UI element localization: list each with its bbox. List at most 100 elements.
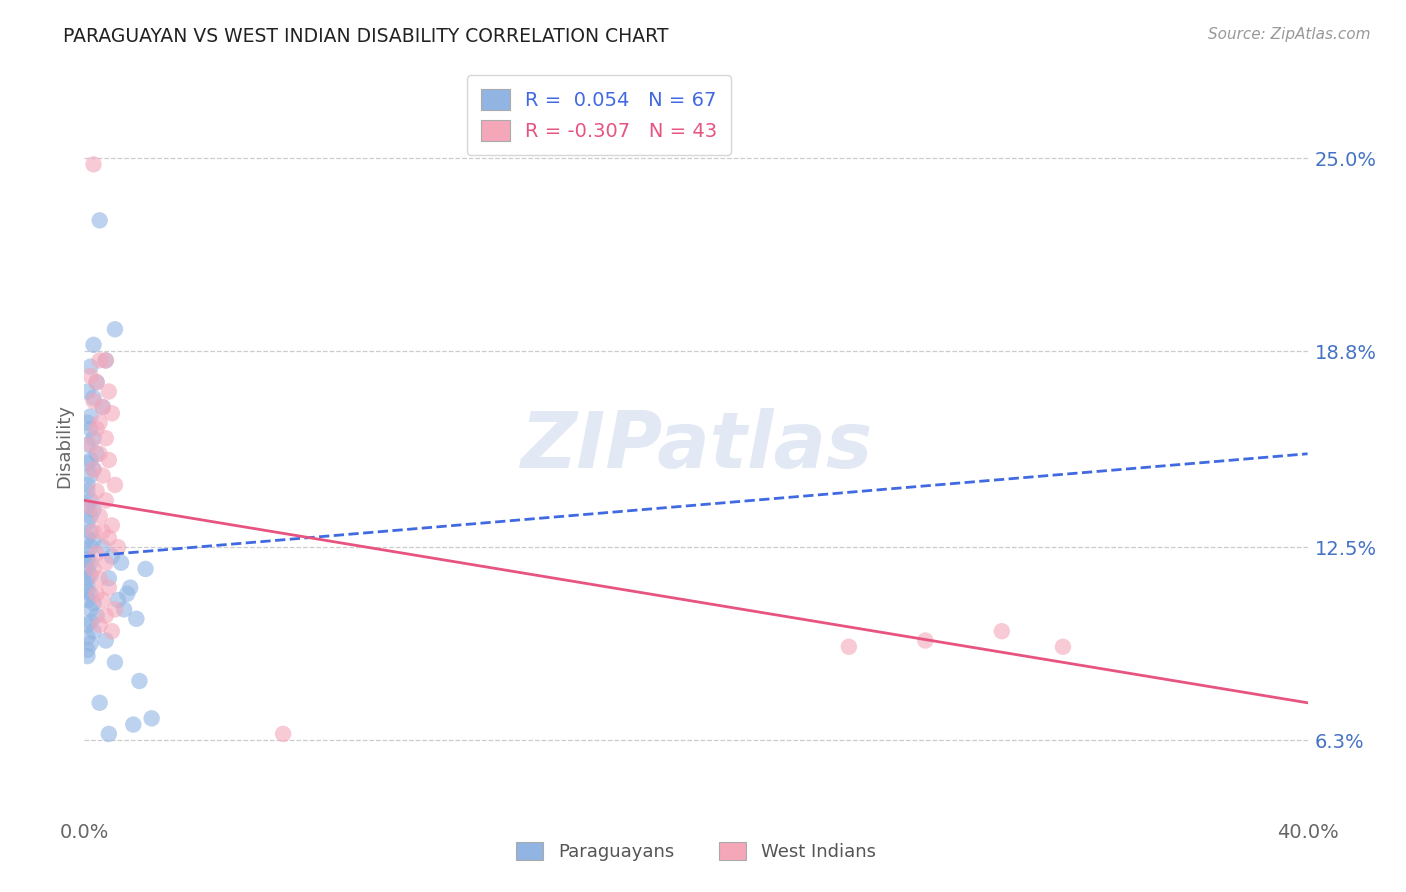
Point bbox=[83, 338, 105, 352]
Point bbox=[83, 462, 105, 476]
Point bbox=[83, 596, 105, 610]
Point bbox=[79, 540, 101, 554]
Point bbox=[104, 322, 127, 336]
Point bbox=[94, 608, 117, 623]
Point bbox=[86, 587, 108, 601]
Legend: Paraguayans, West Indians: Paraguayans, West Indians bbox=[509, 835, 883, 869]
Point bbox=[83, 431, 105, 445]
Point bbox=[76, 643, 98, 657]
Point bbox=[115, 587, 138, 601]
Point bbox=[79, 493, 101, 508]
Point bbox=[94, 353, 117, 368]
Point bbox=[89, 213, 111, 227]
Point bbox=[89, 509, 111, 524]
Text: ZIPatlas: ZIPatlas bbox=[520, 408, 872, 484]
Point bbox=[86, 375, 108, 389]
Point bbox=[89, 416, 111, 430]
Point bbox=[79, 359, 101, 374]
Point bbox=[76, 478, 98, 492]
Point bbox=[89, 571, 111, 585]
Point bbox=[101, 549, 124, 564]
Point bbox=[76, 531, 98, 545]
Point bbox=[94, 353, 117, 368]
Point bbox=[86, 546, 108, 560]
Point bbox=[76, 649, 98, 664]
Point bbox=[79, 615, 101, 629]
Point bbox=[104, 656, 127, 670]
Point bbox=[86, 447, 108, 461]
Point bbox=[86, 422, 108, 436]
Point bbox=[79, 409, 101, 424]
Point bbox=[125, 612, 148, 626]
Point bbox=[97, 384, 120, 399]
Point bbox=[79, 524, 101, 539]
Point bbox=[101, 624, 124, 639]
Point bbox=[76, 618, 98, 632]
Point bbox=[97, 727, 120, 741]
Point bbox=[79, 556, 101, 570]
Point bbox=[79, 468, 101, 483]
Point bbox=[94, 431, 117, 445]
Point bbox=[991, 624, 1014, 639]
Point bbox=[76, 515, 98, 529]
Point bbox=[91, 593, 114, 607]
Point bbox=[107, 593, 129, 607]
Point bbox=[83, 524, 105, 539]
Point bbox=[79, 587, 101, 601]
Point bbox=[91, 400, 114, 414]
Point bbox=[79, 422, 101, 436]
Point bbox=[76, 583, 98, 598]
Point bbox=[107, 540, 129, 554]
Point bbox=[104, 602, 127, 616]
Point bbox=[86, 375, 108, 389]
Point bbox=[76, 384, 98, 399]
Point bbox=[101, 518, 124, 533]
Point bbox=[79, 437, 101, 451]
Point bbox=[79, 568, 101, 582]
Point bbox=[94, 633, 117, 648]
Point bbox=[86, 484, 108, 499]
Point bbox=[76, 552, 98, 566]
Point bbox=[83, 533, 105, 548]
Point bbox=[89, 447, 111, 461]
Point bbox=[76, 484, 98, 499]
Point bbox=[97, 571, 120, 585]
Point bbox=[76, 416, 98, 430]
Point bbox=[94, 556, 117, 570]
Point bbox=[112, 602, 135, 616]
Point bbox=[76, 571, 98, 585]
Point bbox=[79, 637, 101, 651]
Point bbox=[86, 608, 108, 623]
Point bbox=[89, 696, 111, 710]
Point bbox=[271, 727, 294, 741]
Point bbox=[76, 437, 98, 451]
Point bbox=[91, 540, 114, 554]
Point bbox=[76, 577, 98, 591]
Point bbox=[120, 581, 142, 595]
Point bbox=[79, 453, 101, 467]
Point bbox=[110, 556, 132, 570]
Point bbox=[101, 406, 124, 420]
Point bbox=[94, 493, 117, 508]
Point bbox=[76, 562, 98, 576]
Point bbox=[97, 531, 120, 545]
Point bbox=[83, 462, 105, 476]
Point bbox=[83, 391, 105, 405]
Point bbox=[83, 503, 105, 517]
Point bbox=[97, 581, 120, 595]
Point bbox=[141, 711, 163, 725]
Point bbox=[91, 524, 114, 539]
Point bbox=[76, 456, 98, 470]
Point bbox=[79, 602, 101, 616]
Point bbox=[122, 717, 145, 731]
Point bbox=[1052, 640, 1074, 654]
Point bbox=[79, 500, 101, 514]
Point bbox=[91, 468, 114, 483]
Point bbox=[838, 640, 860, 654]
Text: PARAGUAYAN VS WEST INDIAN DISABILITY CORRELATION CHART: PARAGUAYAN VS WEST INDIAN DISABILITY COR… bbox=[63, 27, 669, 45]
Text: Source: ZipAtlas.com: Source: ZipAtlas.com bbox=[1208, 27, 1371, 42]
Point bbox=[83, 562, 105, 576]
Point bbox=[79, 509, 101, 524]
Point bbox=[89, 353, 111, 368]
Point bbox=[135, 562, 157, 576]
